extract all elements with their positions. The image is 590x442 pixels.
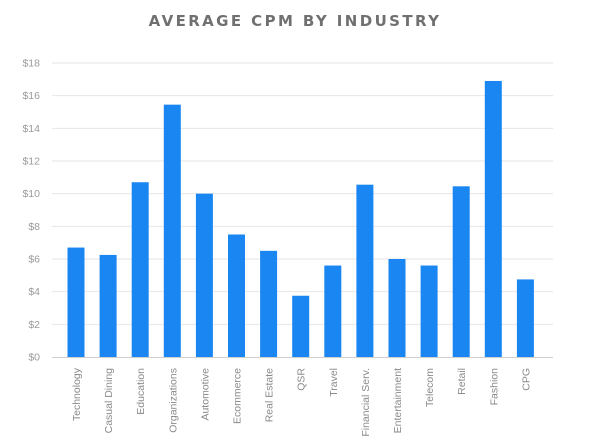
- y-tick-label: $18: [22, 58, 40, 70]
- x-tick-label: Education: [135, 368, 147, 415]
- y-tick-label: $10: [22, 188, 40, 200]
- y-tick-label: $14: [22, 123, 40, 135]
- x-tick-label: QSR: [296, 368, 308, 391]
- bar-automotive: [195, 193, 213, 357]
- x-tick-label: Fashion: [488, 368, 500, 406]
- y-axis-ticks: $0 $2 $4 $6 $8 $10 $12 $14 $16 $18: [22, 58, 40, 364]
- bar-telecom: [420, 265, 438, 357]
- y-tick-label: $4: [28, 286, 40, 298]
- x-tick-label: Financial Serv.: [360, 368, 372, 437]
- bar-organizations: [163, 104, 181, 358]
- x-tick-label: CPG: [520, 368, 532, 391]
- y-tick-label: $8: [28, 221, 40, 233]
- bar-cpg: [516, 279, 534, 357]
- bar-travel: [324, 265, 342, 357]
- x-tick-label: Technology: [71, 367, 83, 421]
- chart-title: AVERAGE CPM BY INDUSTRY: [148, 12, 442, 30]
- x-tick-label: Travel: [328, 368, 340, 397]
- x-tick-label: Ecommerce: [232, 368, 244, 424]
- bar-qsr: [292, 295, 310, 357]
- bar-real-estate: [260, 250, 278, 357]
- bar-retail: [452, 186, 470, 357]
- x-axis-labels: Technology Casual Dining Education Organiza…: [71, 367, 532, 436]
- y-tick-label: $16: [22, 90, 40, 102]
- x-tick-label: Entertainment: [392, 368, 404, 433]
- bar-casual-dining: [99, 254, 117, 357]
- x-tick-label: Real Estate: [264, 368, 276, 422]
- x-tick-label: Automotive: [199, 368, 211, 421]
- gridlines: [52, 62, 553, 325]
- bar-entertainment: [388, 259, 406, 357]
- bar-technology: [67, 247, 85, 357]
- y-tick-label: $0: [28, 352, 40, 364]
- bars: [67, 80, 534, 358]
- x-tick-label: Retail: [456, 368, 468, 395]
- bar-ecommerce: [228, 234, 245, 357]
- y-tick-label: $2: [28, 319, 40, 331]
- x-tick-label: Casual Dining: [103, 368, 115, 434]
- y-tick-label: $6: [28, 254, 40, 266]
- bar-education: [131, 182, 149, 357]
- x-tick-label: Organizations: [167, 368, 179, 433]
- bar-fashion: [484, 80, 502, 357]
- bar-financial-serv: [356, 184, 374, 357]
- x-tick-label: Telecom: [424, 368, 436, 407]
- y-tick-label: $12: [22, 156, 40, 168]
